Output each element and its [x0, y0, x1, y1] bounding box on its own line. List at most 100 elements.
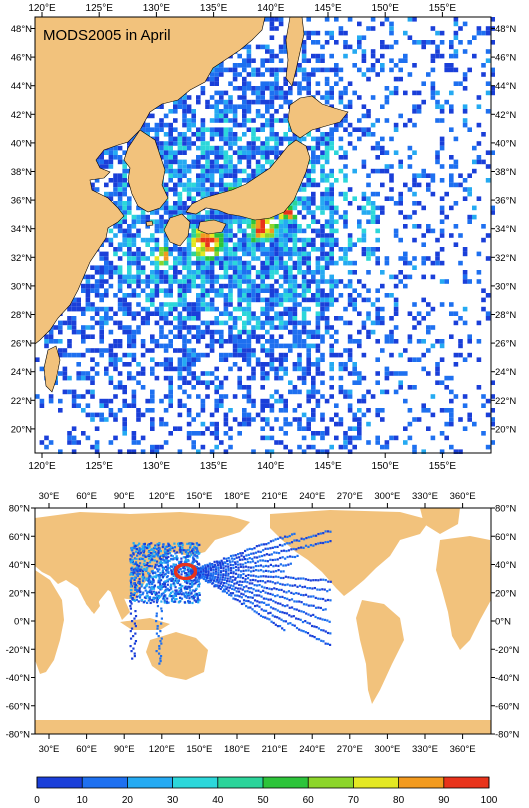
top-density-cell — [338, 316, 344, 321]
top-density-cell — [186, 233, 192, 238]
top-density-cell — [182, 306, 187, 312]
top-density-cell — [232, 173, 238, 178]
top-density-cell — [320, 44, 325, 50]
top-density-cell — [251, 127, 256, 132]
top-density-cell — [242, 297, 247, 303]
top-density-cell — [246, 421, 252, 427]
top-density-cell — [343, 178, 348, 183]
top-density-cell — [274, 293, 279, 298]
top-density-cell — [320, 256, 325, 261]
bottom-density-cell — [159, 560, 162, 563]
top-density-cell — [228, 224, 233, 229]
top-density-cell — [200, 408, 206, 413]
top-density-cell — [357, 375, 362, 381]
top-density-cell — [145, 320, 150, 326]
top-density-cell — [265, 155, 270, 160]
top-density-cell — [260, 274, 265, 280]
bottom-density-cell — [146, 592, 149, 595]
top-density-cell — [85, 412, 91, 418]
bottom-density-cell — [179, 589, 182, 593]
top-density-cell — [458, 343, 463, 349]
top-density-cell — [177, 178, 183, 183]
top-density-cell — [140, 219, 146, 224]
bottom-density-cell — [191, 582, 194, 586]
top-density-cell — [186, 260, 192, 266]
bottom-density-cell — [134, 544, 138, 548]
top-density-cell — [140, 316, 146, 321]
top-density-cell — [329, 256, 334, 261]
top-density-cell — [329, 375, 334, 381]
land-mainland-asia — [34, 16, 266, 345]
top-density-cell — [462, 394, 468, 399]
top-density-cell — [292, 339, 298, 344]
top-density-cell — [352, 297, 357, 303]
top-density-cell — [435, 99, 440, 105]
land-india — [80, 588, 100, 614]
top-density-cell — [301, 339, 307, 344]
top-density-cell — [214, 247, 219, 252]
top-density-cell — [219, 398, 224, 404]
top-density-cell — [320, 233, 325, 238]
top-density-cell — [338, 99, 344, 105]
top-density-cell — [177, 182, 183, 188]
top-density-cell — [127, 201, 132, 206]
bottom-density-cell — [160, 584, 163, 588]
top-density-cell — [274, 311, 279, 316]
top-density-cell — [306, 196, 311, 201]
bottom-density-cell — [168, 544, 172, 548]
top-density-cell — [200, 233, 206, 238]
top-density-cell — [209, 288, 215, 293]
top-density-cell — [214, 99, 219, 105]
top-density-cell — [301, 306, 307, 312]
bottom-density-cell — [171, 578, 174, 581]
bottom-density-cell — [179, 546, 182, 549]
top-density-cell — [311, 334, 316, 339]
top-density-cell — [214, 256, 219, 261]
top-density-cell — [145, 311, 150, 316]
bottom-density-cell — [178, 591, 181, 594]
top-density-cell — [127, 362, 132, 367]
bottom-density-cell — [129, 581, 133, 584]
top-density-cell — [343, 440, 348, 445]
top-density-cell — [320, 297, 325, 303]
top-density-cell — [366, 182, 371, 188]
top-density-cell — [338, 76, 344, 82]
top-density-cell — [412, 182, 417, 188]
top-density-cell — [90, 325, 95, 330]
top-density-cell — [131, 403, 137, 408]
bottom-density-cell — [150, 570, 153, 573]
top-density-cell — [311, 196, 316, 201]
top-density-cell — [232, 168, 238, 174]
bottom-density-cell — [129, 579, 132, 582]
top-density-cell — [278, 426, 284, 431]
top-density-cell — [140, 366, 146, 372]
top-density-cell — [108, 274, 114, 280]
top-density-cell — [209, 421, 215, 427]
top-density-cell — [292, 136, 298, 142]
top-density-cell — [104, 237, 109, 243]
top-density-cell — [435, 49, 440, 54]
top-density-cell — [283, 366, 288, 372]
top-density-cell — [237, 228, 242, 234]
top-density-cell — [301, 214, 307, 220]
top-density-cell — [412, 316, 417, 321]
top-density-cell — [182, 164, 187, 169]
top-density-cell — [177, 132, 183, 137]
top-density-cell — [255, 86, 261, 91]
top-density-cell — [246, 173, 252, 178]
top-density-cell — [140, 412, 146, 418]
top-density-cell — [159, 150, 164, 155]
top-density-cell — [462, 357, 468, 362]
top-density-cell — [242, 104, 247, 109]
top-density-cell — [246, 375, 252, 381]
top-density-cell — [200, 444, 206, 450]
bottom-density-cell — [164, 547, 167, 550]
bottom-density-cell — [174, 563, 178, 566]
top-density-cell — [182, 339, 187, 344]
top-density-cell — [274, 53, 279, 59]
top-density-cell — [320, 164, 325, 169]
top-density-cell — [186, 380, 192, 385]
top-density-cell — [209, 302, 215, 307]
top-density-cell — [154, 339, 160, 344]
top-density-cell — [389, 173, 394, 178]
